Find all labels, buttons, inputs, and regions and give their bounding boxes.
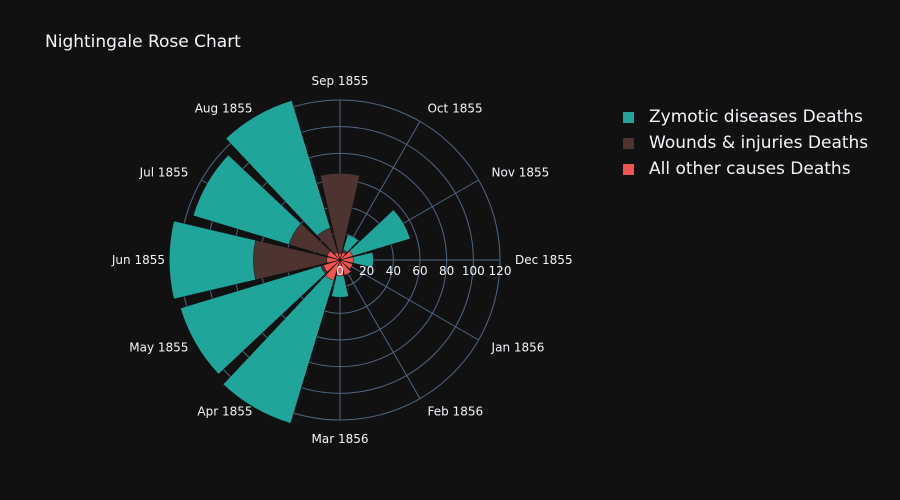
radial-tick-label-5: 100 [462, 264, 485, 278]
bar-wounds-5 [288, 223, 341, 261]
legend-label-zymotic: Zymotic diseases Deaths [649, 107, 863, 127]
legend-label-wounds: Wounds & injuries Deaths [649, 133, 869, 153]
radial-tick-label-1: 20 [359, 264, 374, 278]
chart-title: Nightingale Rose Chart [45, 32, 241, 52]
legend: Zymotic diseases Deaths Wounds & injurie… [620, 104, 868, 182]
bar-other-8 [325, 259, 341, 281]
bar-zymotic-8 [222, 259, 341, 424]
bar-wounds-3 [319, 173, 361, 261]
bar-zymotic-1 [339, 209, 411, 261]
polar-bars [169, 100, 411, 424]
bar-other-3 [338, 253, 342, 261]
grid-spoke [339, 259, 479, 341]
bar-other-9 [336, 259, 344, 277]
angular-tick-label-5: Jul 1855 [139, 166, 189, 180]
bar-zymotic-0 [339, 252, 374, 268]
bar-other-0 [339, 256, 354, 264]
bar-zymotic-7 [180, 259, 341, 375]
radial-tick-labels: 0 20 40 60 80 100 120 [336, 264, 511, 278]
bar-zymotic-4 [225, 100, 341, 261]
angular-tick-label-8: Apr 1855 [197, 405, 252, 419]
bar-wounds-6 [253, 239, 341, 281]
grid-spoke [339, 259, 421, 399]
radial-tick-label-2: 40 [386, 264, 401, 278]
radial-tick-label-0: 0 [336, 264, 344, 278]
radial-tick-label-6: 120 [489, 264, 512, 278]
legend-label-other: All other causes Deaths [649, 159, 851, 179]
legend-item-wounds[interactable]: Wounds & injuries Deaths [620, 130, 868, 156]
radial-tick-label-4: 80 [439, 264, 454, 278]
angular-tick-label-3: Sep 1855 [312, 74, 369, 88]
bar-zymotic-9 [331, 259, 349, 298]
angular-tick-label-1: Nov 1855 [492, 166, 550, 180]
angular-tick-label-10: Feb 1856 [428, 405, 484, 419]
bar-other-11 [339, 259, 354, 270]
angular-tick-label-0: Dec 1855 [515, 253, 573, 267]
bar-other-2 [339, 252, 346, 261]
legend-swatch-wounds [623, 137, 634, 149]
legend-swatch-other [623, 163, 634, 175]
angular-tick-label-7: May 1855 [129, 341, 188, 355]
angular-tick-label-9: Mar 1856 [312, 432, 369, 446]
legend-item-zymotic[interactable]: Zymotic diseases Deaths [620, 104, 868, 130]
legend-item-other[interactable]: All other causes Deaths [620, 156, 868, 182]
angular-tick-label-4: Aug 1855 [195, 101, 253, 115]
legend-swatch-zymotic [623, 111, 634, 123]
radial-tick-label-3: 60 [412, 264, 427, 278]
angular-tick-label-6: Jun 1855 [111, 253, 165, 267]
bar-other-10 [339, 259, 352, 276]
bar-wounds-4 [316, 227, 341, 261]
bar-other-6 [326, 256, 341, 264]
angular-tick-labels: Dec 1855 Nov 1855 Oct 1855 Sep 1855 Aug 1855… [111, 74, 573, 446]
angular-tick-label-11: Jan 1856 [491, 341, 545, 355]
bar-other-1 [339, 250, 354, 261]
angular-tick-label-2: Oct 1855 [428, 101, 483, 115]
bar-other-5 [326, 250, 341, 261]
bar-other-7 [323, 259, 341, 273]
bar-other-4 [334, 252, 341, 261]
